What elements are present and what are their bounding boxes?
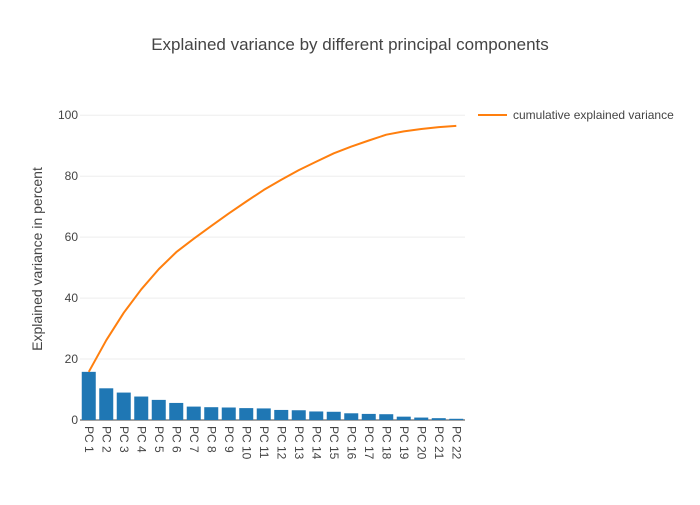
y-axis-label: Explained variance in percent xyxy=(29,167,45,351)
x-tick-label: PC 6 xyxy=(169,426,183,453)
y-tick-label: 60 xyxy=(65,230,79,244)
bar[interactable] xyxy=(186,406,201,420)
y-tick-label: 80 xyxy=(65,169,79,183)
bar[interactable] xyxy=(431,418,446,420)
x-tick-label: PC 14 xyxy=(309,426,323,460)
bar[interactable] xyxy=(151,399,166,420)
bar[interactable] xyxy=(204,407,219,420)
x-tick-label: PC 11 xyxy=(257,426,271,459)
y-tick-labels: 0 20 40 60 80 100 xyxy=(58,108,78,427)
grid-lines xyxy=(80,114,465,421)
x-tick-label: PC 7 xyxy=(187,426,201,453)
x-tick-label: PC 18 xyxy=(379,426,393,460)
x-tick-label: PC 2 xyxy=(99,426,113,453)
bar[interactable] xyxy=(414,417,429,420)
bar[interactable] xyxy=(291,410,306,420)
bar[interactable] xyxy=(449,418,464,420)
bar[interactable] xyxy=(396,416,411,420)
legend[interactable]: cumulative explained variance xyxy=(478,108,674,122)
x-tick-label: PC 16 xyxy=(344,426,358,460)
y-tick-label: 40 xyxy=(65,291,79,305)
bar[interactable] xyxy=(99,388,114,420)
x-tick-label: PC 8 xyxy=(204,426,218,453)
chart-title: Explained variance by different principa… xyxy=(151,35,549,54)
y-tick-label: 0 xyxy=(71,413,78,427)
bar[interactable] xyxy=(309,411,324,420)
line-series xyxy=(87,124,457,373)
x-tick-label: PC 17 xyxy=(362,426,376,460)
bar[interactable] xyxy=(134,396,149,420)
legend-label: cumulative explained variance xyxy=(513,108,674,122)
bar-series xyxy=(81,371,464,420)
y-tick-label: 100 xyxy=(58,108,78,122)
x-tick-label: PC 5 xyxy=(152,426,166,453)
bar[interactable] xyxy=(274,409,289,420)
x-tick-label: PC 21 xyxy=(432,426,446,460)
cumulative-variance-line[interactable] xyxy=(87,124,457,373)
y-tick-label: 20 xyxy=(65,352,79,366)
bar[interactable] xyxy=(116,392,131,420)
x-tick-label: PC 13 xyxy=(292,426,306,460)
x-tick-label: PC 15 xyxy=(327,426,341,460)
x-tick-label: PC 1 xyxy=(82,426,96,453)
bar[interactable] xyxy=(169,402,184,420)
x-tick-label: PC 10 xyxy=(239,426,253,460)
bar[interactable] xyxy=(256,408,271,420)
bar[interactable] xyxy=(81,371,96,420)
bar[interactable] xyxy=(379,414,394,420)
bar[interactable] xyxy=(221,407,236,420)
x-tick-label: PC 3 xyxy=(117,426,131,453)
x-tick-label: PC 4 xyxy=(134,426,148,453)
x-tick-label: PC 12 xyxy=(274,426,288,460)
x-tick-label: PC 9 xyxy=(222,426,236,453)
x-tick-label: PC 19 xyxy=(397,426,411,460)
x-tick-labels: PC 1 PC 2 PC 3 PC 4 PC 5 PC 6 PC 7 PC 8 PC 9 PC 1… xyxy=(82,426,463,460)
x-tick-label: PC 22 xyxy=(449,426,463,460)
x-tick-label: PC 20 xyxy=(414,426,428,460)
bar[interactable] xyxy=(326,411,341,420)
bar[interactable] xyxy=(344,413,359,420)
bar[interactable] xyxy=(361,413,376,420)
bar[interactable] xyxy=(239,408,254,420)
